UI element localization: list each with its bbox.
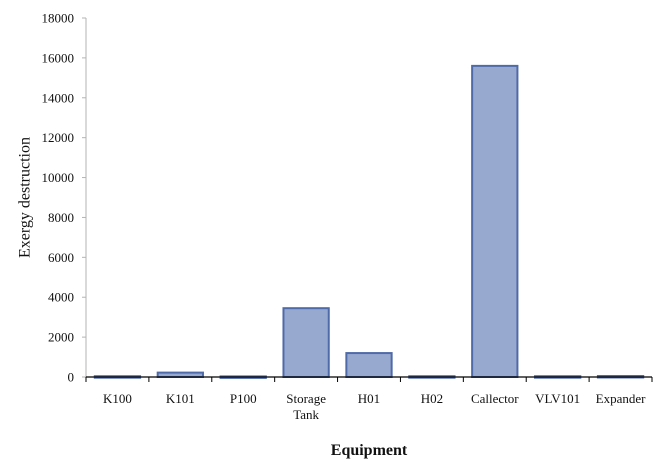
x-tick-label: K100 xyxy=(103,391,132,406)
bars xyxy=(93,64,645,379)
y-tick-label: 2000 xyxy=(48,330,74,345)
y-tick-label: 16000 xyxy=(42,50,75,65)
x-tick-label: Storage xyxy=(286,391,326,406)
x-tick-label: P100 xyxy=(230,391,257,406)
y-tick-label: 18000 xyxy=(42,11,75,26)
bar xyxy=(345,352,393,379)
x-tick-label: Expander xyxy=(596,391,646,406)
y-tick-label: 0 xyxy=(68,370,75,385)
x-tick-label: H01 xyxy=(358,391,380,406)
y-tick-label: 4000 xyxy=(48,290,74,305)
x-tick-label: Tank xyxy=(293,407,319,422)
x-axis-title: Equipment xyxy=(331,442,408,459)
y-tick-label: 14000 xyxy=(42,90,75,105)
y-axis-ticks: 0 2000 4000 6000 8000 10000 12000 14000 16000 180… xyxy=(42,11,86,385)
x-tick-label: H02 xyxy=(421,391,443,406)
y-tick-label: 12000 xyxy=(42,130,75,145)
bar xyxy=(471,64,519,379)
y-tick-label: 6000 xyxy=(48,250,74,265)
y-tick-label: 8000 xyxy=(48,210,74,225)
y-axis-title: Exergy destruction xyxy=(17,137,34,258)
x-tick-label: K101 xyxy=(166,391,195,406)
x-tick-label: VLV101 xyxy=(535,391,580,406)
bar xyxy=(156,371,204,378)
bar xyxy=(282,307,330,378)
x-tick-label: Callector xyxy=(471,391,519,406)
y-tick-label: 10000 xyxy=(42,170,75,185)
